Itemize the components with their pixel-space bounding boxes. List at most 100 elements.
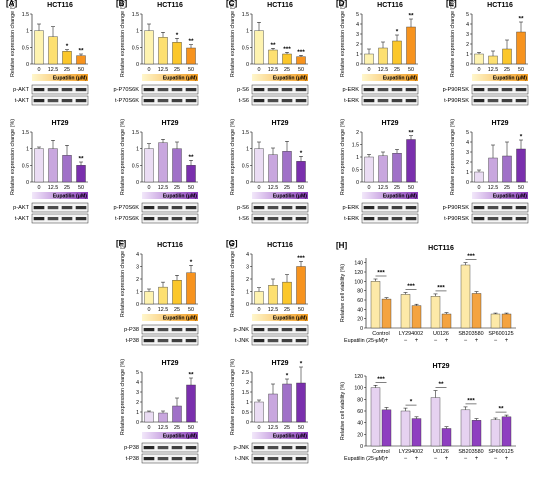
x-tick-label: 25 [504,67,510,73]
y-tick-label: 2.5 [242,370,249,376]
blot-phospho-band [143,446,155,450]
y-tick-label: 0 [26,180,29,186]
treatment-label: Eupatilin (25 μM) [344,456,385,462]
x-tick-label: 12.5 [158,67,169,73]
x-tick-label: 12.5 [158,425,169,431]
blot-phospho-band [185,206,197,210]
significance-mark: * [176,32,179,39]
blot-total-frame [361,213,419,224]
blot-total-band [515,217,527,221]
blot-phospho-band [61,206,73,210]
panel-e-hct-group: [E] HCT116 Relative expression change (%) 0… [446,0,528,82]
significance-mark: * [396,29,399,36]
significance-mark: *** [377,376,385,383]
significance-mark: ** [188,154,194,161]
treatment-sign: + [385,456,389,462]
bar [381,298,392,329]
blot-phospho-band [267,446,279,450]
y-tick-label: 0 [360,326,363,332]
treatment-sign: − [374,456,378,462]
treatment-sign: + [475,456,479,462]
bar [381,409,392,447]
blot-total-band [405,99,417,103]
bar [370,387,381,447]
y-tick-label: 0 [136,62,139,68]
blot-total-band [295,339,307,343]
significance-mark: * [286,373,289,380]
treatment-sign: + [415,338,419,344]
treatment-sign: − [464,338,468,344]
y-tick-label: 2 [356,130,359,136]
y-tick-label: 1 [136,147,139,153]
significance-mark: ** [408,13,414,20]
panel-x-ht-group: HT29 Relative expression change (%) 0 0.5 1 1… [10,119,88,200]
treatment-sign: − [434,338,438,344]
blot-total-label: t-AKT [15,98,30,104]
bar [392,153,402,183]
bar [296,266,306,305]
blot-phospho-band [171,88,183,92]
x-tick-label: 50 [518,67,524,73]
treatment-gradient [32,192,88,199]
significance-mark: * [190,259,193,266]
chart-title: HT29 [271,360,288,367]
blot-total-frame [471,95,529,106]
y-axis-label: Relative expression change (%) [120,1,126,77]
x-tick-label: 0 [478,67,481,73]
blot-total-frame [251,213,309,224]
y-axis-label: Relative expression change (%) [230,359,236,435]
blot-total-label: t-P70S6K [115,216,139,222]
group-label: Control [372,331,389,337]
y-tick-label: 5 [466,130,469,136]
blot-phospho-label: p-JNK [233,327,249,333]
significance-mark: *** [297,49,305,56]
blot-phospho-band [487,88,499,92]
blot-total-label: t-JNK [235,456,249,462]
y-axis-label: Relative cell viability (%) [340,382,346,440]
blot-total-band [61,99,73,103]
bar [158,142,168,183]
blot-phospho-label: p-AKT [13,205,29,211]
y-tick-label: 40 [357,421,363,427]
blot-phospho-band [391,88,403,92]
y-tick-label: 1.5 [22,12,29,18]
x-tick-label: 0 [148,67,151,73]
blot-total-band [487,217,499,221]
blot-total-band [253,217,265,221]
bar [48,148,58,183]
chart-title: HT29 [381,120,398,127]
y-tick-label: 4 [466,22,469,28]
bar [488,55,498,65]
blot-total-band [33,217,45,221]
blot-phospho-label: p-S6 [237,87,249,93]
blot-phospho-frame [251,84,309,95]
y-tick-label: 2 [466,42,469,48]
blot-phospho-frame [141,324,199,335]
treatment-label: Eupatilin (μM) [163,316,198,322]
treatment-sign: − [434,456,438,462]
x-tick-label: 50 [298,185,304,191]
treatment-gradient [142,74,198,81]
y-tick-label: 3 [356,32,359,38]
panel-h-cv_hct-group: [H] HCT116 Relative cell viability (%) 0 20 4… [336,241,516,344]
blot-phospho-frame [31,84,89,95]
significance-mark: * [66,43,69,50]
bar [268,285,278,305]
x-tick-label: 0 [148,307,151,313]
significance-mark: ** [78,48,84,55]
blot-phospho-label: p-P38 [124,445,139,451]
bar [502,48,512,65]
bar [34,148,44,183]
y-tick-label: 120 [354,374,363,380]
significance-mark: *** [407,283,415,290]
bar [430,296,441,329]
bar [488,157,498,183]
blot-total-label: t-JNK [235,338,249,344]
x-tick-label: 25 [504,185,510,191]
panel-letter: [D] [336,0,347,8]
blot-phospho-band [143,206,155,210]
blot-phospho-band [281,88,293,92]
blot-total-band [377,99,389,103]
x-tick-label: 50 [298,307,304,313]
y-tick-label: 1 [136,29,139,35]
